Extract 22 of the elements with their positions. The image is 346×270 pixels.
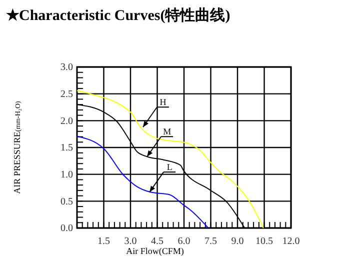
annotation: H — [160, 97, 167, 108]
line-series — [76, 136, 209, 228]
x-tick-label: 12.0 — [282, 236, 300, 248]
y-tick-label: 0.5 — [60, 196, 73, 208]
line-series — [76, 90, 264, 228]
x-tick-label: 1.5 — [98, 236, 110, 248]
chart-title: ★Characteristic Curves(特性曲线) — [6, 7, 230, 24]
x-tick-label: 3.0 — [124, 236, 137, 248]
annotation: M — [163, 126, 172, 137]
x-axis-title: Air Flow(CFM) — [126, 246, 184, 256]
x-tick-label: 9.0 — [231, 236, 244, 248]
x-tick-label: 10.5 — [256, 236, 273, 248]
y-tick-label: 1.0 — [60, 170, 73, 181]
x-tick-label: 6.0 — [178, 236, 190, 248]
y-tick-label: 0.0 — [60, 223, 73, 234]
y-tick-label: 2.5 — [60, 89, 73, 100]
y-tick-label: 3.0 — [60, 62, 73, 74]
x-tick-label: 7.5 — [204, 236, 217, 248]
y-tick-label: 2.0 — [60, 116, 73, 127]
annotation: L — [166, 162, 172, 172]
y-tick-label: 1.5 — [60, 142, 73, 154]
x-tick-label: 4.5 — [151, 236, 164, 248]
